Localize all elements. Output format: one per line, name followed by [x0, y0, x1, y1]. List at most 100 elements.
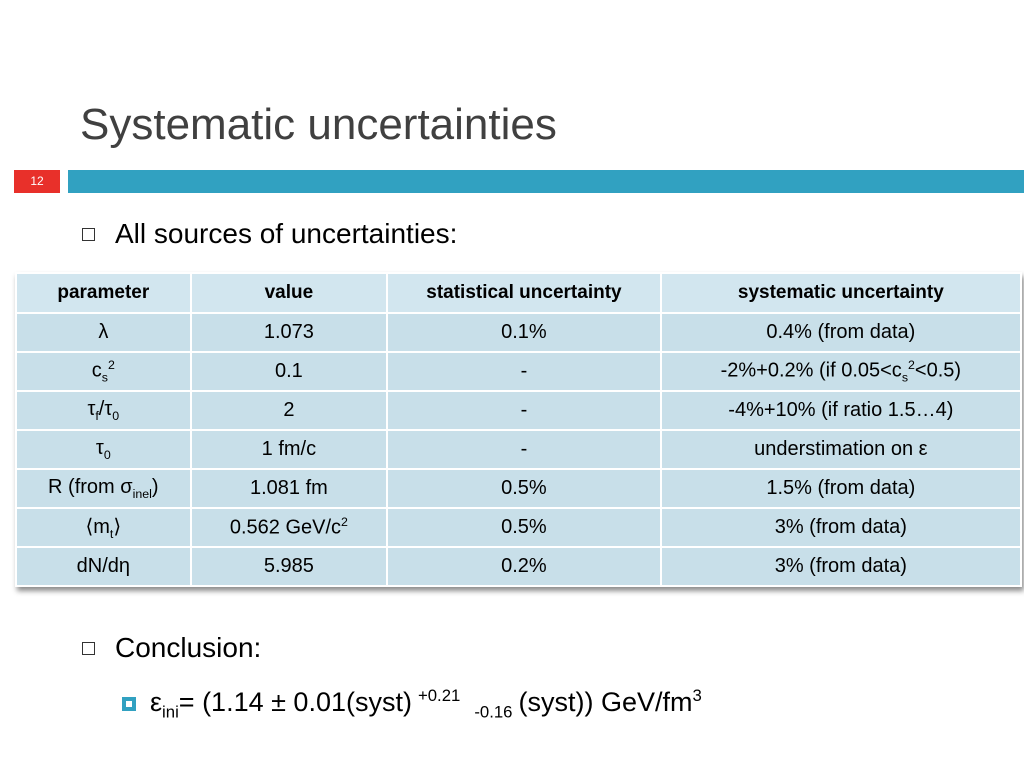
- table-cell: 0.4% (from data): [659, 312, 1023, 353]
- table-cell: 0.5%: [386, 507, 662, 548]
- subscript: f: [95, 409, 99, 423]
- text: 0.4% (from data): [766, 321, 916, 343]
- table-cell: 1 fm/c: [189, 429, 389, 470]
- subscript: ini: [162, 702, 179, 722]
- bullet-icon: [122, 697, 136, 712]
- text: 3% (from data): [774, 516, 907, 538]
- table-row: λ 1.073 0.1% 0.4% (from data): [15, 312, 1023, 353]
- table-cell: 5.985: [189, 546, 389, 587]
- bullet: Conclusion:: [82, 632, 261, 664]
- text: -: [520, 360, 528, 382]
- table-cell: τ0: [15, 429, 192, 470]
- table-row: ⟨mt⟩ 0.562 GeV/c2 0.5% 3% (from data): [15, 507, 1023, 548]
- text: R (from σ: [48, 476, 133, 498]
- table-cell: -4%+10% (if ratio 1.5…4): [659, 390, 1023, 431]
- text: 0.1%: [501, 321, 547, 343]
- table-cell: understimation on ε: [659, 429, 1023, 470]
- table-cell: -: [386, 351, 662, 392]
- table: parameter value statistical uncertainty sys…: [15, 272, 1023, 587]
- slide-number: 12: [14, 170, 60, 193]
- text: ⟩: [113, 516, 122, 538]
- table-cell: 3% (from data): [659, 507, 1023, 548]
- header-row: parameter value statistical uncertainty sys…: [15, 272, 1023, 314]
- table-cell: 0.5%: [386, 468, 662, 509]
- table-cell: 3% (from data): [659, 546, 1023, 587]
- table-row: τf/τ0 2 - -4%+10% (if ratio 1.5…4): [15, 390, 1023, 431]
- table-row: dN/dη 5.985 0.2% 3% (from data): [15, 546, 1023, 587]
- table-body: λ 1.073 0.1% 0.4% (from data) cs2 0.1 - -2%+0.2…: [15, 312, 1023, 587]
- text: (syst)) GeV/fm: [518, 687, 693, 717]
- table-cell: dN/dη: [15, 546, 192, 587]
- table-cell: 0.2%: [386, 546, 662, 587]
- subscript: s: [101, 370, 108, 385]
- formula-line: εini= (1.14 ± 0.01(syst) +0.21 -0.16 (syst)…: [122, 686, 702, 722]
- subscript: inel: [132, 487, 152, 501]
- table-cell: 0.562 GeV/c2: [189, 507, 389, 548]
- bullet-icon: [82, 227, 95, 241]
- header-cell: value: [189, 272, 389, 314]
- header-cell: parameter: [15, 272, 192, 314]
- table-cell: -: [386, 390, 662, 431]
- text: 0.562 GeV/c: [229, 516, 342, 539]
- text: -: [520, 399, 528, 421]
- bullet-icon: [82, 641, 95, 655]
- table-cell: R (from σinel): [15, 468, 192, 509]
- superscript: +0.21: [417, 686, 461, 705]
- table-cell: τf/τ0: [15, 390, 192, 431]
- superscript: 2: [107, 358, 115, 373]
- subscript: -0.16: [474, 702, 513, 722]
- table-cell: 1.073: [189, 312, 389, 353]
- header-bar: [68, 170, 1024, 193]
- table-cell: -: [386, 429, 662, 470]
- table-cell: -2%+0.2% (if 0.05<cs2<0.5): [659, 351, 1023, 392]
- text: 1 fm/c: [261, 438, 317, 460]
- subscript: t: [109, 527, 114, 541]
- superscript: 3: [692, 686, 702, 705]
- text: 0.2%: [501, 555, 547, 577]
- text: -: [520, 438, 528, 460]
- table-cell: λ: [15, 312, 192, 353]
- text: = (1.14 ± 0.01(syst): [178, 687, 412, 717]
- subscript: 0: [112, 409, 120, 423]
- table-cell: 1.081 fm: [189, 468, 389, 509]
- text: understimation on ε: [754, 438, 928, 460]
- text: dN/dη: [76, 555, 130, 577]
- text: 1.5% (from data): [766, 477, 916, 499]
- header-cell: systematic uncertainty: [659, 272, 1023, 314]
- bullet: All sources of uncertainties:: [82, 218, 457, 250]
- text: 0.1: [274, 360, 303, 382]
- text: 5.985: [263, 555, 314, 577]
- superscript: 2: [341, 515, 348, 530]
- text: -2%+0.2% (if 0.05<c: [720, 359, 902, 382]
- header-cell: statistical uncertainty: [386, 272, 662, 314]
- bullet-text: All sources of uncertainties:: [115, 218, 458, 249]
- text: 1.073: [263, 321, 314, 343]
- text: /τ: [98, 398, 113, 420]
- text: 2: [283, 399, 295, 421]
- text: 1.081 fm: [249, 477, 328, 499]
- table-cell: ⟨mt⟩: [15, 507, 192, 548]
- table-row: R (from σinel) 1.081 fm 0.5% 1.5% (from dat…: [15, 468, 1023, 509]
- formula: εini= (1.14 ± 0.01(syst) +0.21 -0.16 (syst)…: [150, 686, 702, 722]
- table-cell: 0.1%: [386, 312, 662, 353]
- bullet-text: Conclusion:: [115, 632, 262, 663]
- text: 3% (from data): [774, 555, 907, 577]
- text: -4%+10% (if ratio 1.5…4): [728, 399, 954, 421]
- subscript: 0: [103, 448, 111, 462]
- table-cell: 2: [189, 390, 389, 431]
- table-cell: 0.1: [189, 351, 389, 392]
- subscript: s: [901, 370, 909, 385]
- text: λ: [98, 321, 109, 343]
- text: ): [151, 476, 159, 498]
- text: τ: [95, 437, 104, 459]
- table-cell: 1.5% (from data): [659, 468, 1023, 509]
- table-row: cs2 0.1- -2%+0.2% (if 0.05<cs2<0.5): [15, 351, 1023, 392]
- text: 0.5%: [501, 516, 547, 538]
- text: ε: [150, 687, 163, 717]
- text: τ: [87, 398, 96, 420]
- slide-title: Systematic uncertainties: [80, 100, 557, 149]
- table-cell: cs2: [15, 351, 192, 392]
- text: <0.5): [914, 359, 962, 382]
- text: 0.5%: [501, 477, 547, 499]
